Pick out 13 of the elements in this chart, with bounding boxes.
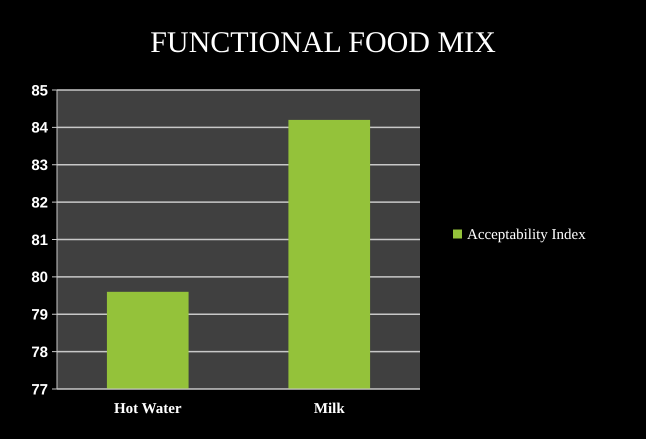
y-tick-label: 80	[31, 269, 48, 286]
y-tick-label: 84	[31, 120, 49, 137]
x-tick-label: Hot Water	[114, 401, 182, 417]
y-tick-label: 83	[31, 157, 48, 174]
chart-title: FUNCTIONAL FOOD MIX	[150, 26, 496, 59]
x-tick-label: Milk	[314, 401, 346, 417]
y-tick-label: 79	[31, 306, 48, 324]
y-tick-label: 85	[31, 82, 48, 100]
legend-label: Acceptability Index	[467, 226, 586, 243]
y-tick-label: 81	[31, 232, 48, 249]
y-tick-label: 77	[31, 381, 48, 398]
y-tick-label: 82	[31, 194, 48, 212]
y-tick-label: 78	[31, 344, 48, 361]
